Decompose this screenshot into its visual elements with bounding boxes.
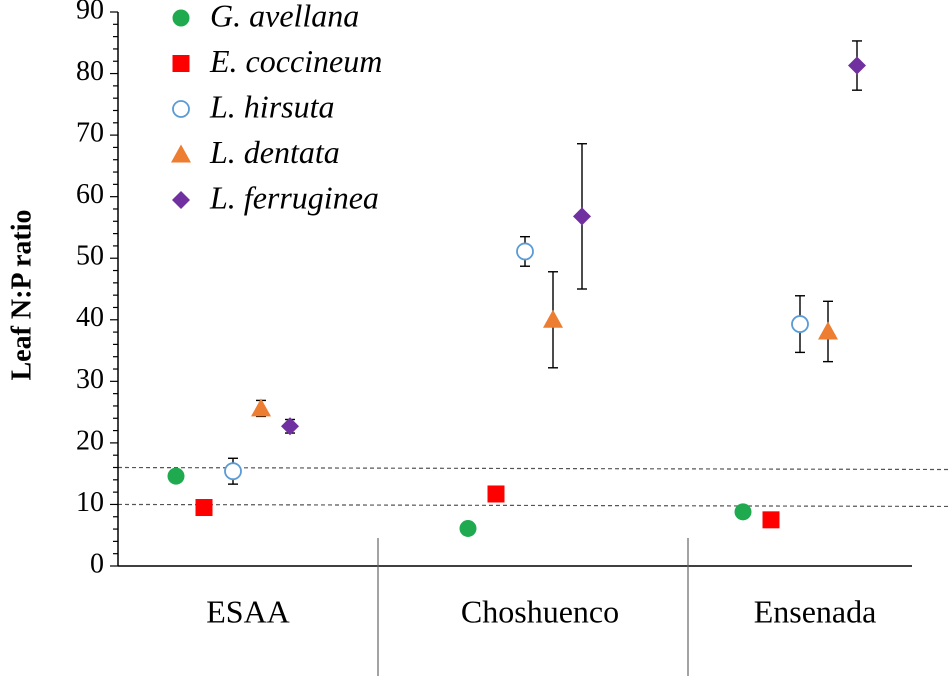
data-point [195,499,213,517]
y-tick-label: 40 [76,302,104,333]
data-point [224,462,242,481]
data-point [167,467,185,485]
data-point [459,519,477,537]
y-tick-label: 10 [76,487,104,518]
y-axis-title: Leaf N:P ratio [6,209,37,380]
data-point [573,207,591,226]
data-point [543,309,563,328]
y-tick-label: 50 [76,241,104,272]
legend-label: L. hirsuta [209,88,334,124]
y-tick-label: 20 [76,425,104,456]
category-label: ESAA [206,593,290,629]
legend-marker [172,191,190,209]
legend-label: L. dentata [209,134,340,170]
y-tick-label: 80 [76,56,104,87]
data-point [281,417,299,436]
reference-line-10 [117,503,949,508]
legend-marker [172,100,190,118]
data-point [791,315,809,333]
data-point [487,485,505,503]
data-point [818,321,838,340]
legend-label: G. avellana [210,0,359,33]
legend-label: E. coccineum [209,43,382,79]
legend-marker [171,144,191,163]
data-point [762,511,780,529]
data-point [251,398,271,417]
y-tick-label: 60 [76,179,104,210]
y-tick-label: 30 [76,364,104,395]
data-point [848,56,866,75]
reference-line-16 [117,466,949,471]
data-point [516,242,534,261]
legend-label: L. ferruginea [209,179,379,215]
legend-marker [172,55,190,72]
data-point [734,503,752,521]
y-tick-label: 70 [76,118,104,149]
y-tick-label: 90 [76,0,104,25]
y-tick-label: 0 [90,548,104,579]
legend-marker [172,9,190,27]
category-label: Ensenada [754,593,877,629]
category-label: Choshuenco [461,593,619,629]
